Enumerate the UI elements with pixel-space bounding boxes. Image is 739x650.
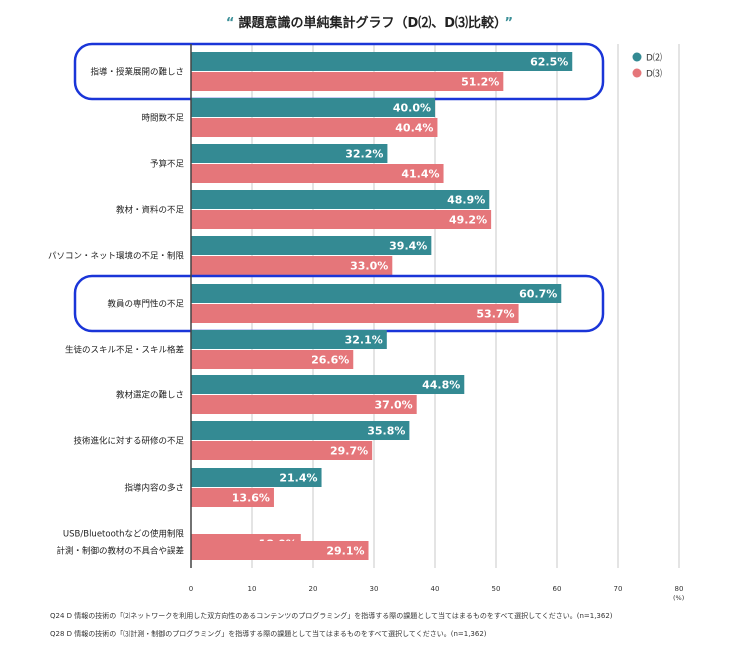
- category-label: 教員の専門性の不足: [107, 299, 184, 310]
- category-label: 時間数不足: [141, 113, 184, 124]
- category-label: 教材選定の難しさ: [116, 390, 184, 401]
- legend-label: D⑵: [646, 52, 662, 64]
- bar-d3: [191, 118, 438, 137]
- bar-d2: [191, 330, 387, 349]
- bar-d3: [191, 350, 354, 369]
- legend-marker: [632, 52, 642, 62]
- data-label: 60.7%: [519, 288, 557, 301]
- data-label: 44.8%: [422, 379, 460, 392]
- data-label: 62.5%: [530, 56, 568, 69]
- chart-title: “課題意識の単純集計グラフ（D⑵、D⑶比較）”: [0, 12, 739, 31]
- x-tick-label: 70: [614, 585, 623, 593]
- bar-d3: [191, 441, 373, 460]
- bar-d2: [191, 52, 573, 71]
- data-label: 32.1%: [345, 334, 383, 347]
- bar-d2: [191, 468, 322, 487]
- category-label: 指導・授業展開の難しさ: [90, 67, 184, 78]
- category-label: USB/Bluetoothなどの使用制限: [63, 529, 185, 540]
- x-tick-label: 50: [492, 585, 501, 593]
- bar-d3: [191, 541, 369, 560]
- x-tick-label: 30: [370, 585, 379, 593]
- x-tick-label: 10: [248, 585, 257, 593]
- x-tick-label: 20: [309, 585, 318, 593]
- data-label: 21.4%: [279, 472, 317, 485]
- bar-d2: [191, 375, 465, 394]
- data-label: 32.2%: [345, 148, 383, 161]
- category-label: 生徒のスキル不足・スキル格差: [65, 345, 184, 356]
- title-text: 課題意識の単純集計グラフ（D⑵、D⑶比較）: [238, 16, 501, 31]
- footnote-q24: Q24 D 情報の技術の「⑵ネットワークを利用した双方向性のあるコンテンツのプロ…: [50, 612, 613, 620]
- bar-d2: [191, 236, 432, 255]
- bar-d2: [191, 98, 435, 117]
- data-label: 40.0%: [393, 102, 431, 115]
- data-label: 48.9%: [447, 194, 485, 207]
- bar-d2: [191, 144, 388, 163]
- data-label: 49.2%: [449, 214, 487, 227]
- data-label: 35.8%: [367, 425, 405, 438]
- bar-d3: [191, 72, 504, 91]
- data-label: 26.6%: [311, 354, 349, 367]
- legend-label: D⑶: [646, 68, 662, 80]
- footnote-q28: Q28 D 情報の技術の「⑶計測・制御のプログラミング」を指導する際の課題として…: [50, 630, 487, 638]
- bar-d2: [191, 190, 490, 209]
- category-label: 予算不足: [150, 159, 185, 170]
- title-open-quote: “: [225, 16, 235, 31]
- data-label: 51.2%: [461, 76, 499, 89]
- bar-d3: [191, 210, 492, 229]
- data-label: 29.7%: [330, 445, 368, 458]
- data-label: 53.7%: [476, 308, 514, 321]
- bar-d3: [191, 164, 444, 183]
- data-label: 40.4%: [395, 122, 433, 135]
- bar-d2: [191, 421, 410, 440]
- data-label: 13.6%: [232, 492, 270, 505]
- x-tick-label: 40: [431, 585, 440, 593]
- data-label: 39.4%: [389, 240, 427, 253]
- x-tick-label: 80: [675, 585, 684, 593]
- data-label: 37.0%: [375, 399, 413, 412]
- data-label: 33.0%: [350, 260, 388, 273]
- legend-marker: [632, 68, 642, 78]
- category-label: 指導内容の多さ: [124, 483, 184, 494]
- title-close-quote: ”: [504, 16, 514, 31]
- bar-d3: [191, 256, 393, 275]
- category-label: パソコン・ネット環境の不足・制限: [48, 251, 185, 262]
- bar-d3: [191, 395, 417, 414]
- x-tick-label: 60: [553, 585, 562, 593]
- category-label: 技術進化に対する研修の不足: [73, 436, 184, 447]
- category-label: 計測・制御の教材の不具合や誤差: [56, 546, 184, 557]
- data-label: 41.4%: [401, 168, 439, 181]
- category-label: 教材・資料の不足: [116, 205, 185, 216]
- x-tick-label: 0: [189, 585, 193, 593]
- x-axis-label: (%): [673, 594, 684, 602]
- bar-d3: [191, 304, 519, 323]
- bar-d3: [191, 488, 274, 507]
- bar-d2: [191, 284, 562, 303]
- data-label: 29.1%: [326, 545, 364, 558]
